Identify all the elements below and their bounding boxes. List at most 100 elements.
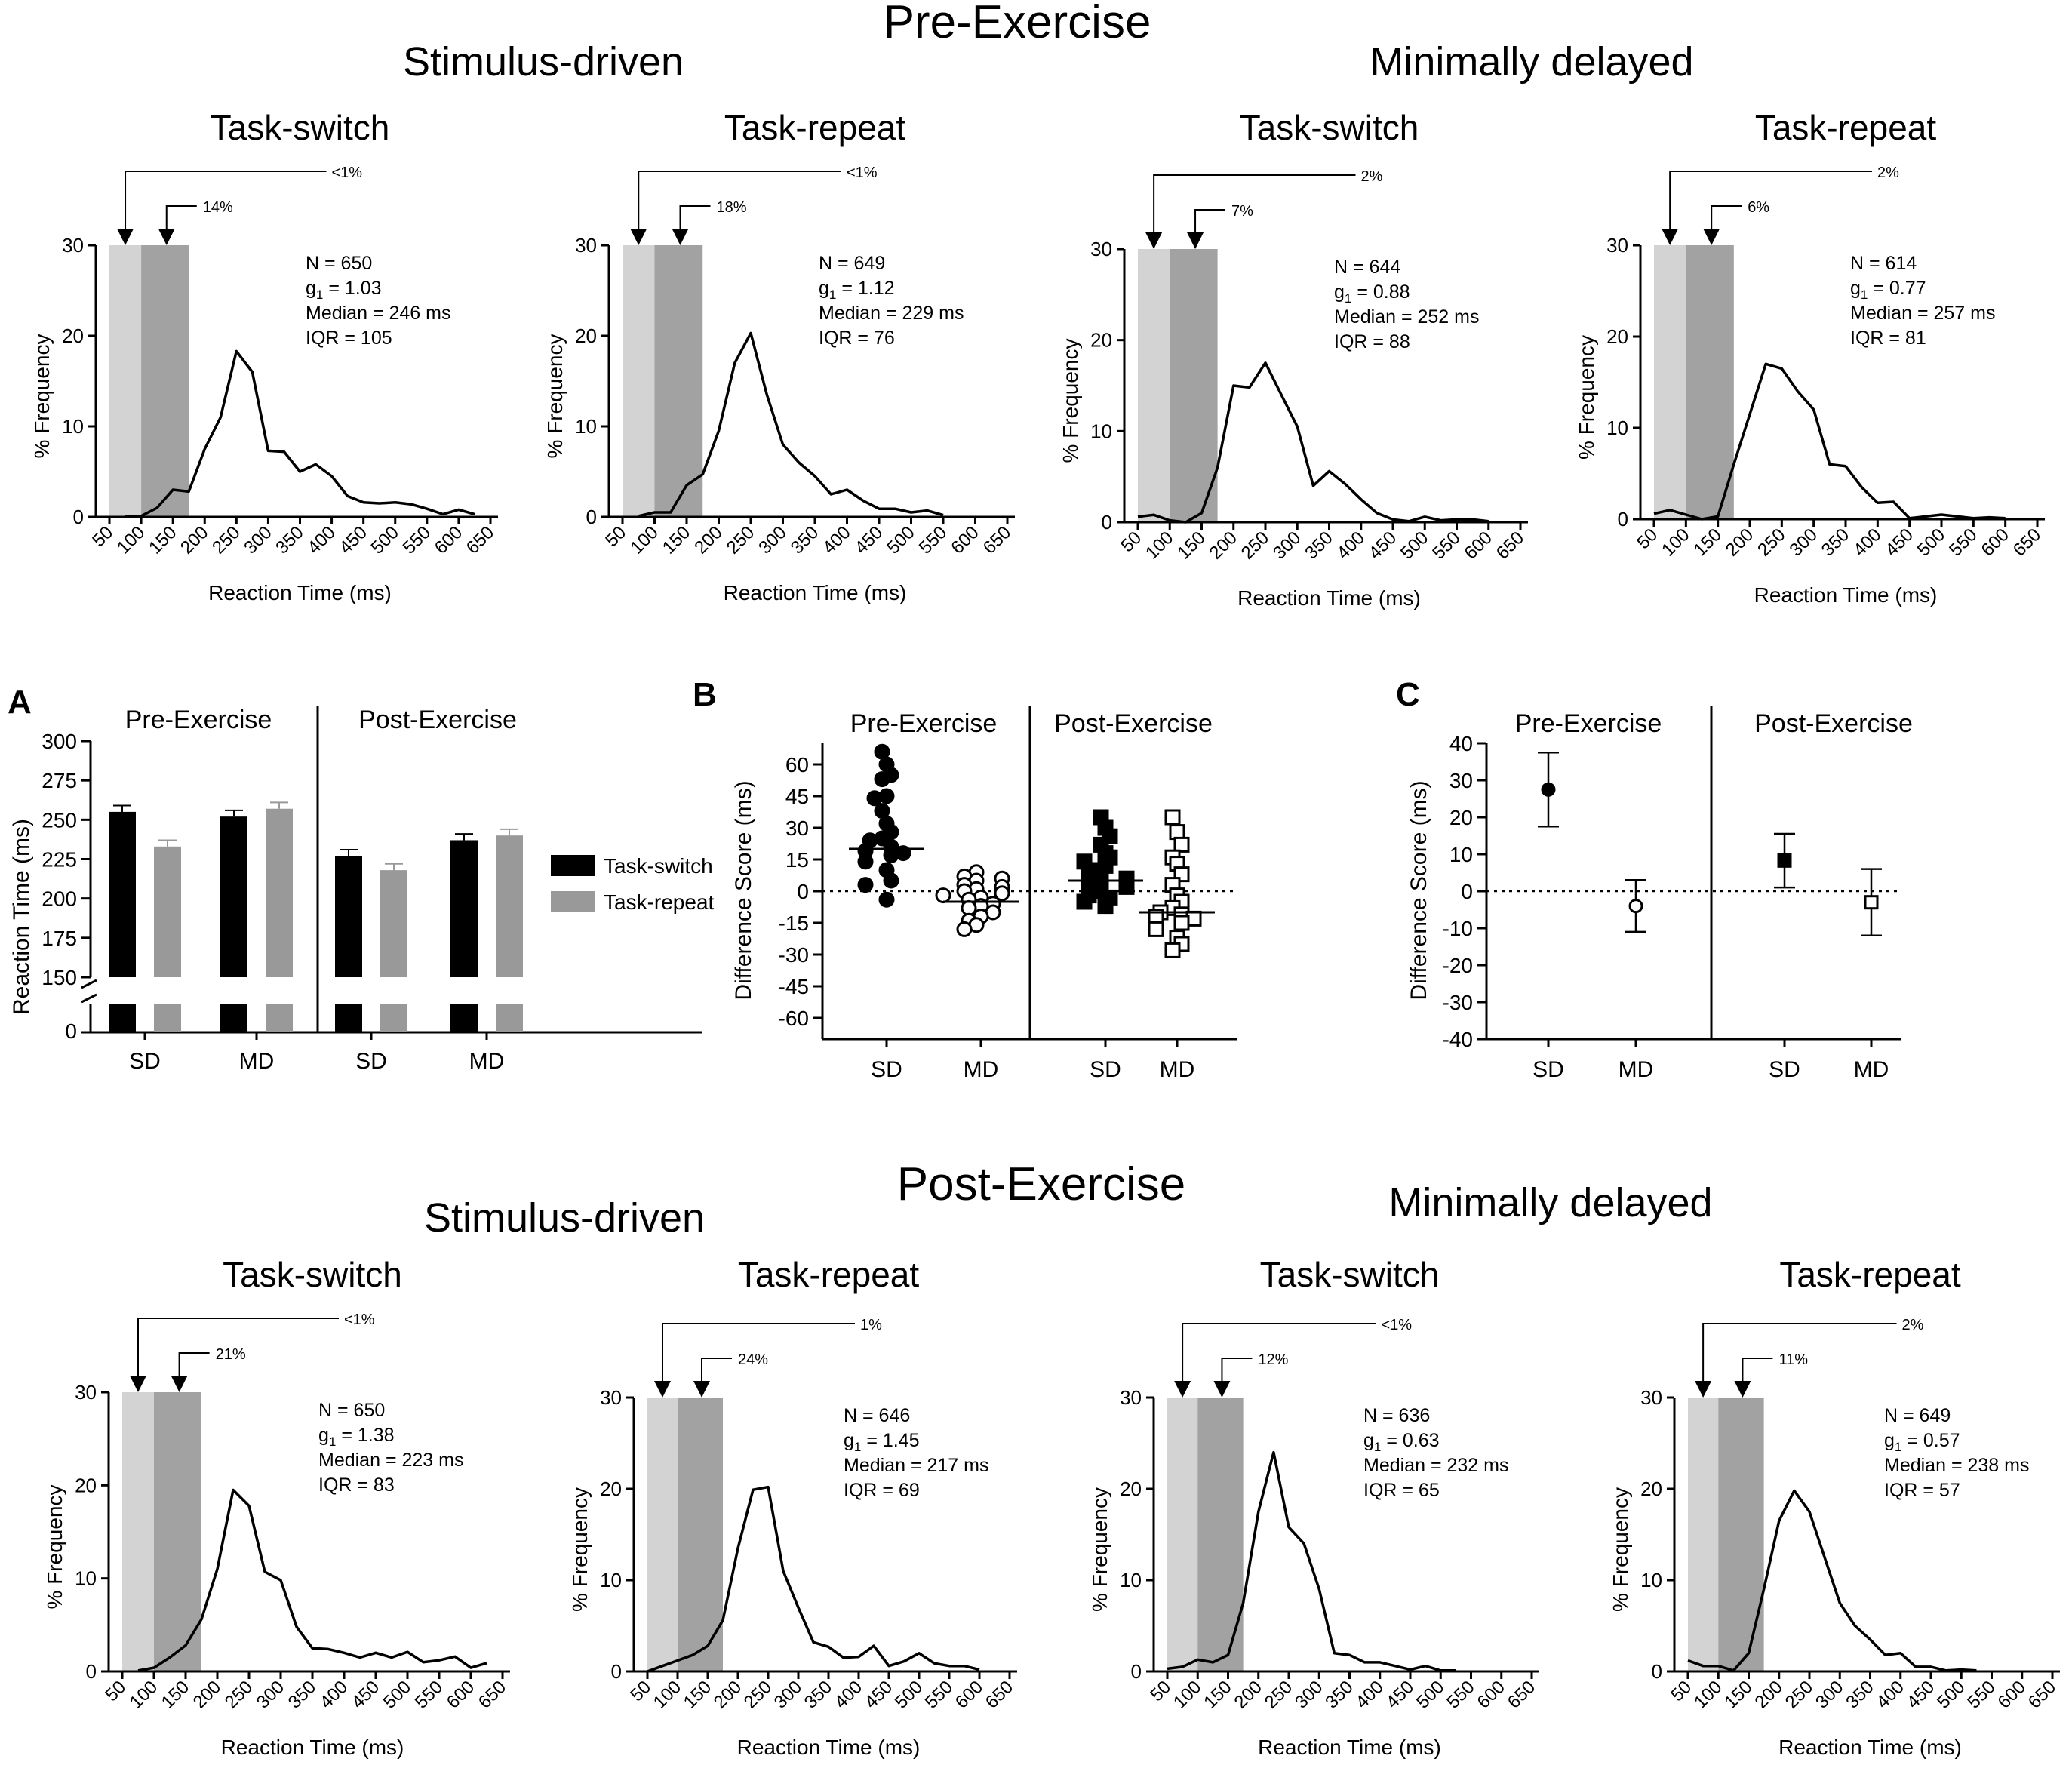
heading-post-exercise: Post-Exercise: [897, 1158, 1185, 1210]
heading-pre-minimally-delayed: Minimally delayed: [1370, 39, 1693, 85]
histogram-pre-md-task-switch: Task-switch 0 10 20 30 5010015020025030035040…: [1059, 108, 1528, 610]
x-tick-label: 200: [710, 1677, 745, 1712]
y-axis-label: % Frequency: [30, 334, 54, 459]
arrow-outer-line: [1153, 174, 1356, 243]
stat-g1: g1 = 0.77: [1850, 278, 1926, 302]
histogram-title: Task-switch: [1260, 1255, 1440, 1294]
x-tick-label: 600: [1978, 524, 2013, 560]
dark-shade-band: [154, 1392, 201, 1671]
y-tick-label: -60: [779, 1007, 809, 1030]
arrow-inner-line: [701, 1358, 732, 1391]
y-tick-label: 225: [42, 848, 77, 872]
x-tick-label: 50: [1667, 1677, 1695, 1705]
arrow-inner-label: 11%: [1778, 1351, 1808, 1368]
x-tick-label: 600: [947, 522, 982, 558]
x-tick-label: 650: [979, 522, 1015, 558]
data-point-filled-square: [1097, 898, 1114, 915]
x-tick-label: 550: [921, 1677, 957, 1712]
stat-n: N = 649: [819, 253, 885, 274]
arrow-outer-label: 2%: [1902, 1317, 1924, 1333]
histogram-pre-md-task-repeat: Task-repeat 0 10 20 30 5010015020025030035040…: [1575, 108, 2045, 607]
y-tick-label: 30: [62, 234, 84, 257]
frequency-line: [1167, 1450, 1456, 1672]
arrow-outer-label: <1%: [344, 1311, 375, 1328]
y-tick-label: 300: [42, 730, 77, 753]
histogram-post-sd-task-switch: Task-switch 0 10 20 30 5010015020025030035040…: [43, 1255, 510, 1759]
x-tick-label: 400: [303, 522, 339, 558]
arrow-inner-label: 7%: [1231, 203, 1253, 220]
x-tick-label: 300: [770, 1677, 806, 1712]
y-tick-label: 10: [1640, 1569, 1662, 1591]
arrow-inner-head: [1187, 232, 1204, 249]
x-tick-label: 400: [1333, 527, 1369, 563]
bar-task-repeat: [380, 870, 407, 977]
x-axis-label: Reaction Time (ms): [1754, 583, 1938, 607]
y-axis-label: % Frequency: [1609, 1487, 1632, 1612]
stat-iqr: IQR = 81: [1850, 327, 1926, 349]
x-tick-label: SD: [1769, 1057, 1800, 1082]
x-tick-label: 50: [1117, 527, 1145, 556]
arrow-outer-line: [1182, 1323, 1376, 1391]
y-tick-label: 20: [1606, 325, 1628, 348]
x-tick-label: 250: [1781, 1677, 1817, 1712]
stat-n: N = 644: [1334, 257, 1400, 278]
arrow-outer-label: <1%: [1382, 1317, 1413, 1333]
stat-n: N = 646: [844, 1405, 910, 1426]
x-tick-label: 300: [1786, 524, 1821, 560]
arrow-inner-line: [679, 205, 711, 239]
y-tick-label: 30: [600, 1386, 622, 1409]
x-tick-label: MD: [239, 1049, 275, 1074]
stat-n: N = 649: [1884, 1405, 1951, 1426]
stat-n: N = 614: [1850, 253, 1917, 274]
bar-stub-task-repeat: [266, 1004, 293, 1032]
stat-n: N = 650: [306, 253, 372, 274]
stat-g1: g1 = 1.12: [819, 278, 895, 302]
dark-shade-band: [141, 245, 189, 517]
arrow-outer-head: [1174, 1381, 1191, 1398]
frequency-line: [638, 331, 944, 518]
stat-g1: g1 = 1.45: [844, 1430, 920, 1454]
y-tick-label: 0: [73, 506, 84, 528]
stat-g1: g1 = 1.03: [306, 278, 382, 302]
y-tick-label: -45: [779, 975, 809, 998]
x-tick-label: 500: [1397, 527, 1432, 563]
data-point-open-square: [1173, 915, 1190, 931]
x-tick-label: SD: [1090, 1057, 1121, 1082]
histogram-post-md-task-switch: Task-switch 0 10 20 30 5010015020025030035040…: [1088, 1255, 1539, 1759]
x-tick-label: 250: [740, 1677, 776, 1712]
frequency-line: [1687, 1489, 1977, 1672]
x-tick-label: 650: [463, 522, 498, 558]
arrow-inner-line: [1221, 1358, 1253, 1391]
panel-a-bar-chart: A Pre-Exercise Post-Exercise Reaction Ti…: [8, 684, 715, 1074]
y-axis-label: % Frequency: [1575, 335, 1598, 460]
arrow-inner-line: [1742, 1358, 1773, 1391]
x-tick-label: 550: [399, 522, 435, 558]
bar-task-repeat: [154, 846, 181, 977]
y-tick-label: 20: [600, 1477, 622, 1500]
legend-label-task-repeat: Task-repeat: [604, 890, 715, 914]
y-tick-label: 20: [1090, 329, 1112, 352]
stat-iqr: IQR = 83: [318, 1474, 395, 1496]
y-tick-label: 10: [600, 1569, 622, 1591]
x-tick-label: 350: [1301, 527, 1336, 563]
x-tick-label: 50: [88, 522, 117, 551]
x-tick-label: 650: [1493, 527, 1528, 563]
x-tick-label: 300: [240, 522, 275, 558]
legend-swatch-task-repeat: [551, 891, 595, 912]
x-tick-label: 500: [1413, 1677, 1448, 1712]
stat-g1: g1 = 0.63: [1363, 1430, 1440, 1454]
y-tick-label: -10: [1443, 917, 1473, 940]
frequency-line: [647, 1485, 980, 1673]
heading-pre-exercise: Pre-Exercise: [884, 0, 1151, 48]
arrow-inner-line: [178, 1352, 210, 1386]
arrow-inner-label: 18%: [717, 199, 747, 216]
x-tick-label: 50: [1146, 1677, 1175, 1705]
y-tick-label: 0: [86, 1660, 97, 1683]
y-tick-label: 10: [1090, 420, 1112, 442]
data-point-filled-circle: [857, 853, 874, 870]
x-tick-label: 150: [659, 522, 694, 558]
panel-a-group-post: Post-Exercise: [358, 706, 517, 734]
y-tick-label: -15: [779, 912, 809, 935]
x-tick-label: 550: [1945, 524, 1981, 560]
stat-n: N = 636: [1363, 1405, 1430, 1426]
